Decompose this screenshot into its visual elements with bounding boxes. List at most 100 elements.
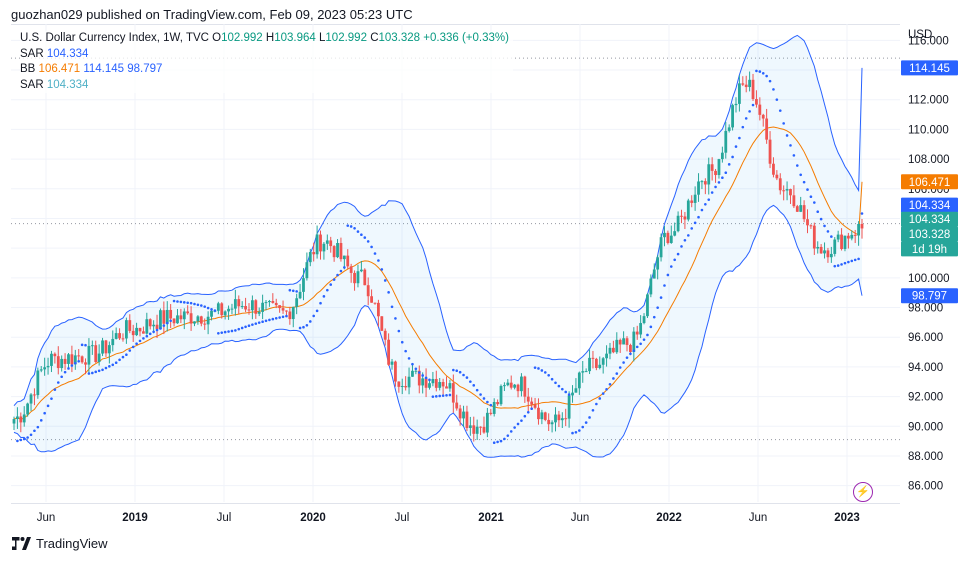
sar-dot xyxy=(840,263,843,266)
candle-body xyxy=(622,338,626,345)
candle-body xyxy=(121,338,125,340)
sar-dot xyxy=(833,264,837,268)
sar-dot xyxy=(537,367,540,370)
candle-body xyxy=(765,118,769,140)
candle-body xyxy=(482,426,486,433)
sar-dot xyxy=(176,300,179,303)
bolt-icon[interactable]: ⚡ xyxy=(853,482,873,502)
sar-dot xyxy=(441,394,445,397)
candle-body xyxy=(97,353,101,363)
bb-upper-line xyxy=(13,34,863,407)
candle-body xyxy=(574,388,578,393)
candle-body xyxy=(223,311,227,316)
sar-dot xyxy=(697,215,700,219)
candle-body xyxy=(26,403,30,415)
sar-dot xyxy=(217,331,220,335)
candle-body xyxy=(809,225,813,227)
sar-dot xyxy=(114,361,118,365)
sar-dot xyxy=(22,437,26,441)
sar-dot xyxy=(499,439,503,443)
candle-body xyxy=(543,412,547,420)
sar-dot xyxy=(56,381,60,384)
sar-dot xyxy=(281,315,285,319)
sar-dot xyxy=(554,381,557,385)
sar-dot xyxy=(400,340,404,344)
candle-body xyxy=(823,250,826,254)
sar-dot xyxy=(353,227,356,230)
sar-dot xyxy=(39,419,43,422)
candle-body xyxy=(789,189,792,196)
candle-body xyxy=(114,333,118,339)
candle-body xyxy=(646,294,649,317)
sar-dot xyxy=(734,145,738,148)
candle-body xyxy=(387,339,391,365)
sar-dot xyxy=(581,425,585,429)
bb-upper-value: 114.145 xyxy=(83,63,125,75)
candle-body xyxy=(441,382,445,387)
y-tick-label: 100.000 xyxy=(908,273,950,285)
open-label: O xyxy=(212,32,222,44)
sar-dot xyxy=(349,225,353,228)
sar-dot xyxy=(210,308,213,311)
footer-brand[interactable]: TradingView xyxy=(12,536,108,551)
sar-dot xyxy=(819,217,823,221)
sar-dot xyxy=(465,376,469,379)
sar-dot xyxy=(526,410,530,414)
sar-dot xyxy=(135,342,138,345)
candle-body xyxy=(155,324,159,329)
candle-body xyxy=(829,253,833,258)
candle-body xyxy=(302,278,305,292)
sar-dot xyxy=(200,304,203,307)
sar-dot xyxy=(724,171,728,175)
sar-dot xyxy=(43,411,46,415)
candle-body xyxy=(261,302,265,312)
candle-body xyxy=(520,376,523,392)
candle-body xyxy=(315,234,319,255)
candle-body xyxy=(513,384,517,388)
legend-sar2-row[interactable]: SAR 104.334 xyxy=(20,78,509,94)
candle-body xyxy=(509,382,513,388)
candle-body xyxy=(819,246,823,254)
sar-label: SAR xyxy=(20,47,44,60)
candle-body xyxy=(458,408,462,419)
sar-dot xyxy=(203,305,207,308)
sar-dot xyxy=(223,330,227,334)
candle-body xyxy=(802,205,806,220)
candle-body xyxy=(308,252,312,263)
sar-dot xyxy=(288,288,292,292)
sar-dot xyxy=(169,319,172,323)
sar-dot xyxy=(278,316,281,319)
sar-dot xyxy=(561,387,564,391)
sar-dot xyxy=(121,355,125,359)
y-tick-label: 88.000 xyxy=(908,451,943,463)
sar-dot xyxy=(434,395,438,398)
sar-value: 104.334 xyxy=(46,47,89,60)
sar-dot xyxy=(118,358,121,362)
sar-dot xyxy=(448,393,452,397)
candle-body xyxy=(526,396,530,402)
price-tag-bg xyxy=(901,174,958,190)
sar-dot xyxy=(319,301,322,305)
candle-body xyxy=(506,382,510,386)
sar-dot xyxy=(312,314,315,318)
candle-body xyxy=(336,243,339,258)
candle-body xyxy=(193,321,196,324)
legend-symbol-row[interactable]: U.S. Dollar Currency Index, 1W, TVC O102… xyxy=(20,31,509,47)
sar-dot xyxy=(142,337,145,340)
candle-body xyxy=(159,310,162,329)
candle-body xyxy=(584,371,588,373)
sar-dot xyxy=(591,408,595,412)
sar-dot xyxy=(104,366,108,370)
sar-dot xyxy=(853,258,857,262)
sar-dot xyxy=(108,365,111,368)
sar-dot xyxy=(772,88,775,91)
currency-label[interactable]: USD xyxy=(908,29,933,41)
sar-dot xyxy=(182,301,186,304)
y-tick-label: 98.000 xyxy=(908,303,943,315)
sar-dot xyxy=(649,325,653,329)
legend-bb-row[interactable]: BB 106.471 114.145 98.797 xyxy=(20,62,509,78)
legend-sar-row[interactable]: SAR 104.334 xyxy=(20,47,509,63)
candle-body xyxy=(533,404,537,408)
sar-dot xyxy=(462,373,465,377)
close-value: 103.328 xyxy=(378,32,421,44)
